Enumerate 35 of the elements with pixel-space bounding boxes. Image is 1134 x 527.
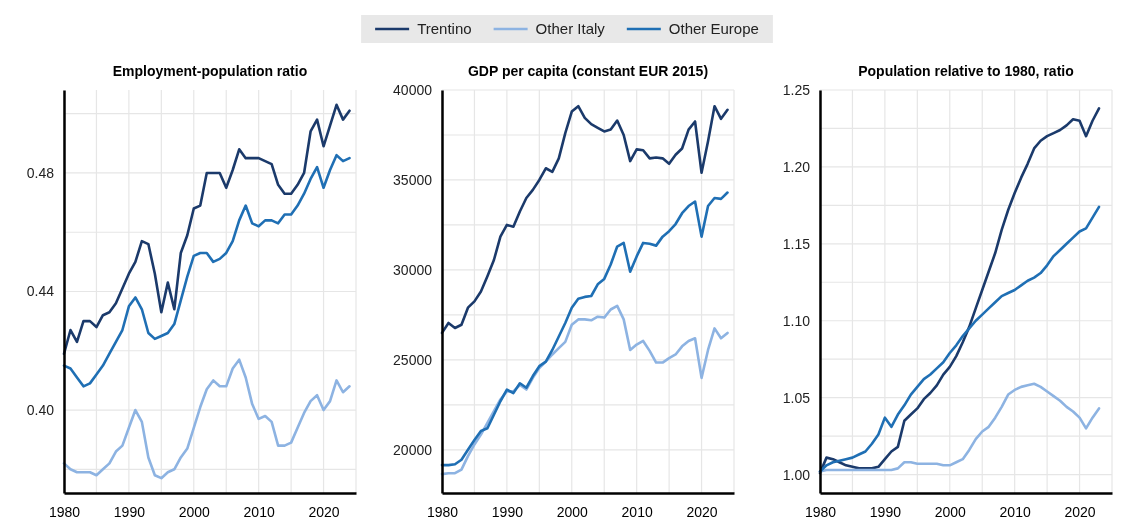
x-tick-label: 1990 xyxy=(491,503,524,520)
chart-title: Population relative to 1980, ratio xyxy=(858,63,1074,79)
y-tick-label: 20000 xyxy=(393,441,433,458)
x-tick-label: 2020 xyxy=(1064,503,1096,520)
y-tick-label: 25000 xyxy=(393,351,433,368)
chart-title: Employment-population ratio xyxy=(112,63,308,79)
x-tick-label: 1990 xyxy=(869,503,902,520)
x-tick-label: 2010 xyxy=(999,503,1031,520)
y-tick-label: 1.05 xyxy=(782,389,811,406)
y-tick-label: 30000 xyxy=(393,261,433,278)
x-tick-label: 2010 xyxy=(621,503,653,520)
y-tick-label: 1.00 xyxy=(782,466,811,483)
chart-title: GDP per capita (constant EUR 2015) xyxy=(467,63,709,79)
legend-label: Trentino xyxy=(417,20,472,37)
y-tick-label: 35000 xyxy=(393,171,433,188)
x-tick-label: 1980 xyxy=(804,503,837,520)
y-tick-label: 1.15 xyxy=(782,235,811,252)
x-tick-label: 2020 xyxy=(308,503,340,520)
x-tick-label: 1990 xyxy=(113,503,146,520)
y-tick-label: 0.40 xyxy=(26,402,55,419)
x-tick-label: 2010 xyxy=(243,503,275,520)
x-tick-label: 1980 xyxy=(426,503,459,520)
x-tick-label: 2000 xyxy=(934,503,967,520)
x-tick-label: 2000 xyxy=(178,503,211,520)
y-tick-label: 1.20 xyxy=(782,158,811,175)
x-tick-label: 2020 xyxy=(686,503,718,520)
x-tick-label: 1980 xyxy=(48,503,81,520)
y-tick-label: 40000 xyxy=(393,81,433,98)
x-tick-label: 2000 xyxy=(556,503,589,520)
y-tick-label: 1.25 xyxy=(782,81,811,98)
legend-label: Other Europe xyxy=(668,20,759,37)
y-tick-label: 0.48 xyxy=(26,164,55,181)
y-tick-label: 1.10 xyxy=(782,312,811,329)
legend-label: Other Italy xyxy=(535,20,606,37)
y-tick-label: 0.44 xyxy=(26,283,55,300)
